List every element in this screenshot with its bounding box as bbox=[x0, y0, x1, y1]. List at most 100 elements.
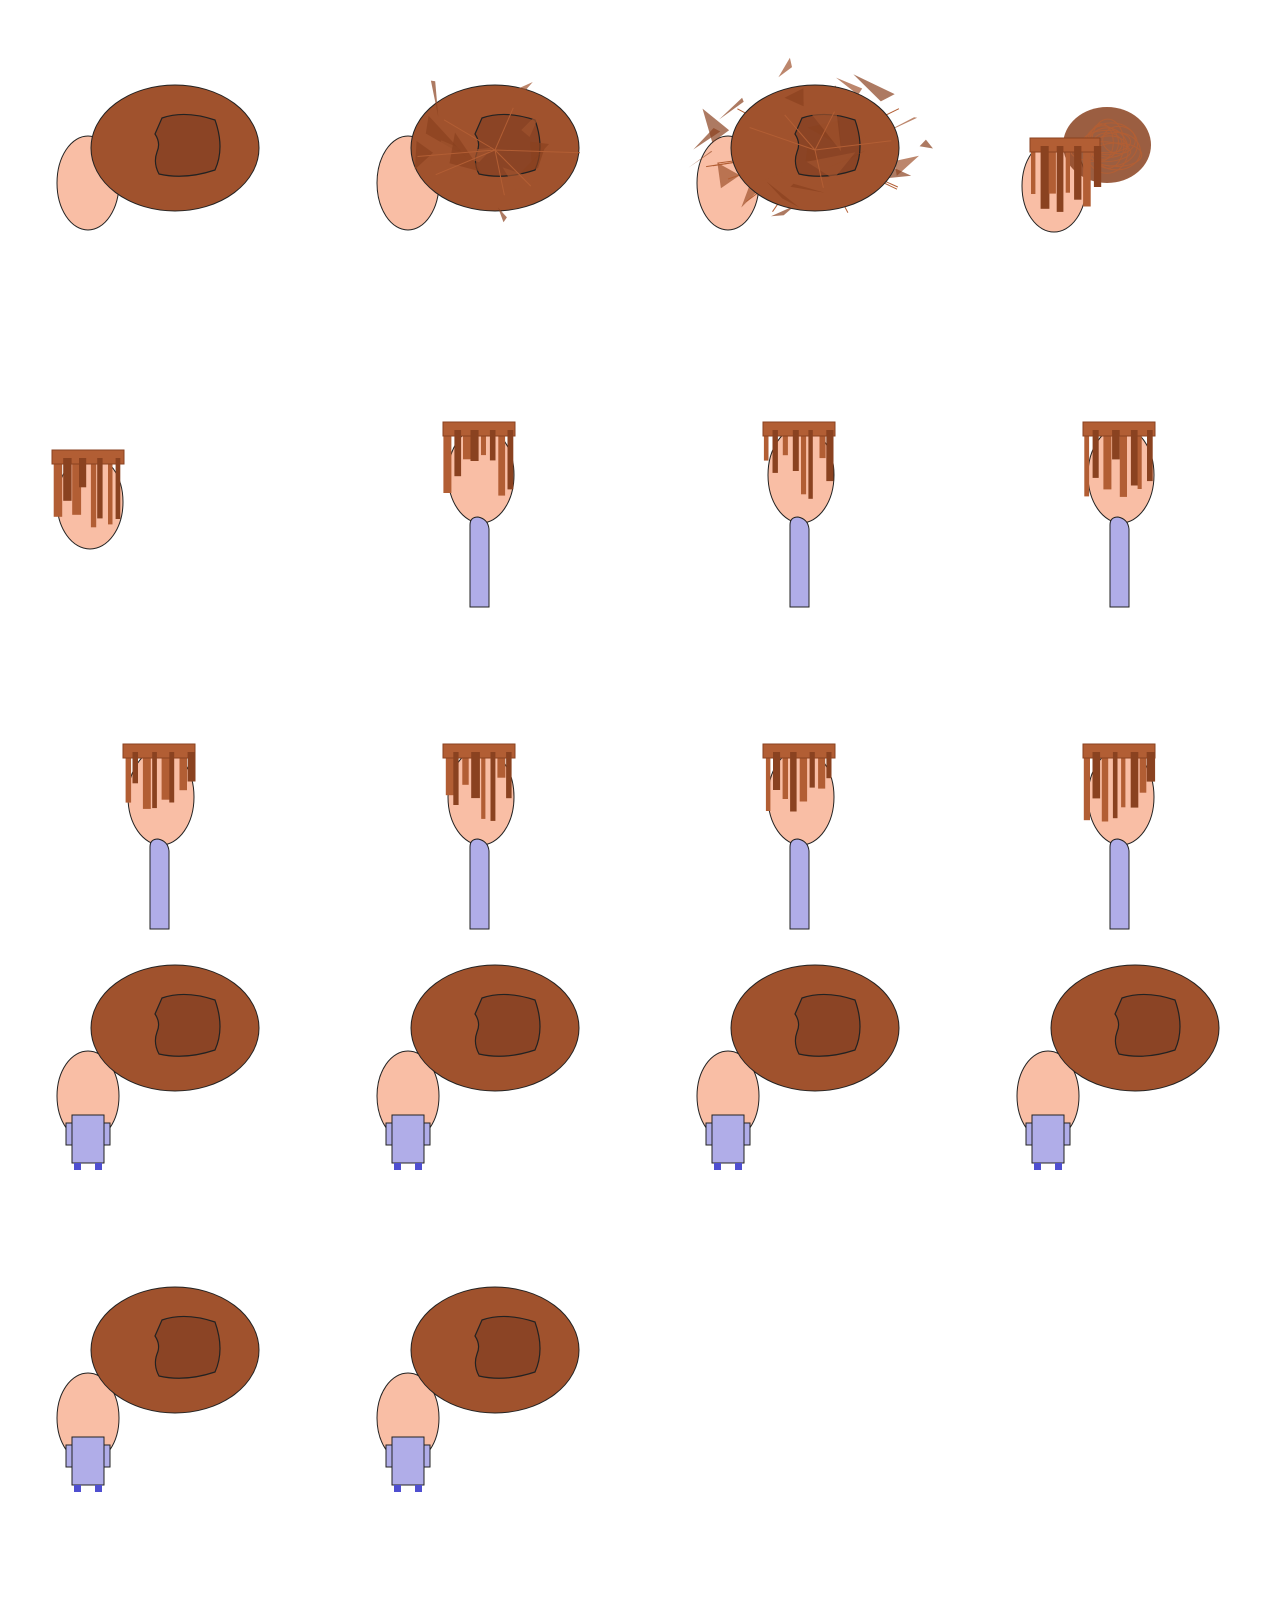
arm-right bbox=[423, 1122, 431, 1146]
hair-band-outline bbox=[122, 743, 196, 759]
torso bbox=[789, 838, 810, 930]
body bbox=[71, 1436, 105, 1486]
hat-splinter bbox=[435, 149, 496, 176]
frame-10 bbox=[442, 743, 516, 930]
hat-shard bbox=[778, 57, 792, 78]
hair-strand bbox=[1130, 752, 1139, 808]
hair-strand bbox=[453, 752, 459, 805]
body bbox=[71, 1114, 105, 1164]
hair-strand bbox=[498, 430, 506, 496]
hair-strand bbox=[1083, 146, 1091, 207]
hair-strand bbox=[1048, 146, 1056, 194]
hat-crown bbox=[474, 993, 541, 1057]
shoe-right bbox=[95, 1163, 102, 1170]
hair-strand bbox=[1101, 752, 1109, 822]
hair-band-outline bbox=[51, 449, 125, 465]
hair-strand bbox=[179, 752, 187, 791]
hat-crown bbox=[154, 113, 221, 177]
hair-strand bbox=[462, 752, 469, 785]
hair-strand bbox=[125, 752, 132, 803]
shoe-right bbox=[1055, 1163, 1062, 1170]
hair-strand bbox=[187, 752, 196, 782]
arm-left bbox=[705, 1122, 713, 1146]
hair-strand bbox=[1031, 146, 1036, 194]
hair-strand bbox=[108, 458, 113, 525]
shoe-left bbox=[394, 1485, 401, 1492]
body bbox=[1031, 1114, 1065, 1164]
shoe-right bbox=[735, 1163, 742, 1170]
hair-strand bbox=[463, 430, 471, 460]
hat-splinter bbox=[494, 149, 581, 154]
frame-15 bbox=[696, 964, 900, 1170]
frame-11 bbox=[762, 743, 836, 930]
frame-9 bbox=[122, 743, 196, 930]
hair-band-outline bbox=[442, 421, 516, 437]
hair-strand bbox=[792, 430, 799, 471]
frame-7 bbox=[762, 421, 836, 608]
torso bbox=[1109, 838, 1130, 930]
frame-6 bbox=[442, 421, 516, 608]
hair-strand bbox=[161, 752, 170, 800]
shoe-left bbox=[74, 1485, 81, 1492]
hair-band-outline bbox=[762, 421, 836, 437]
hat-splinter bbox=[814, 149, 824, 188]
hat-shard bbox=[717, 162, 740, 189]
hat-crown bbox=[1114, 993, 1181, 1057]
hair-strand bbox=[808, 430, 813, 499]
torso bbox=[469, 838, 490, 930]
hat-crown bbox=[154, 993, 221, 1057]
hat-shard bbox=[502, 167, 538, 190]
hair-strand bbox=[782, 430, 788, 456]
hat-shard bbox=[702, 108, 730, 143]
shoe-right bbox=[415, 1163, 422, 1170]
hair-strand bbox=[53, 458, 63, 517]
arm-left bbox=[385, 1122, 393, 1146]
hat-shard bbox=[511, 82, 533, 102]
hair-strand bbox=[454, 430, 462, 477]
hair-strand bbox=[1147, 430, 1153, 482]
arm-right bbox=[103, 1122, 111, 1146]
frame-18 bbox=[376, 1286, 580, 1492]
hat-shard bbox=[498, 207, 507, 223]
hair-band-outline bbox=[1082, 743, 1156, 759]
hair-strand bbox=[819, 430, 826, 459]
hair-strand bbox=[470, 430, 479, 461]
hat-shard bbox=[784, 88, 804, 107]
hair-strand bbox=[801, 430, 807, 495]
hair-strand bbox=[1084, 430, 1090, 497]
hair-band bbox=[52, 450, 124, 464]
hat-shard bbox=[859, 132, 895, 151]
hat-shard bbox=[430, 80, 439, 117]
hair-strand bbox=[1103, 430, 1112, 490]
arm-right bbox=[103, 1444, 111, 1468]
body bbox=[391, 1114, 425, 1164]
hair-strand bbox=[97, 458, 103, 519]
arm-right bbox=[743, 1122, 751, 1146]
hair-strand bbox=[1074, 146, 1082, 200]
shoe-left bbox=[394, 1163, 401, 1170]
hair-strand bbox=[90, 458, 97, 528]
hair-band-outline bbox=[442, 743, 516, 759]
hat-splinter bbox=[814, 111, 835, 151]
hat-shard bbox=[440, 164, 476, 173]
hair-strand bbox=[1121, 752, 1126, 808]
hair-strand bbox=[1092, 430, 1099, 478]
arm-left bbox=[385, 1444, 393, 1468]
hair-strand bbox=[445, 752, 454, 796]
frame-5 bbox=[51, 449, 125, 550]
hair-strand bbox=[471, 752, 480, 799]
hair-strand bbox=[818, 752, 826, 789]
hair-strand bbox=[1092, 752, 1101, 799]
hair-band bbox=[443, 744, 515, 758]
frame-17 bbox=[56, 1286, 260, 1492]
shoe-right bbox=[415, 1485, 422, 1492]
frame-13 bbox=[56, 964, 260, 1170]
frame-1 bbox=[56, 84, 260, 231]
hat-shard bbox=[853, 74, 895, 102]
hair-strand bbox=[1146, 752, 1156, 782]
hair-strand bbox=[152, 752, 157, 809]
hair-band-outline bbox=[1082, 421, 1156, 437]
hair-band bbox=[123, 744, 195, 758]
hair-strand bbox=[826, 752, 832, 779]
